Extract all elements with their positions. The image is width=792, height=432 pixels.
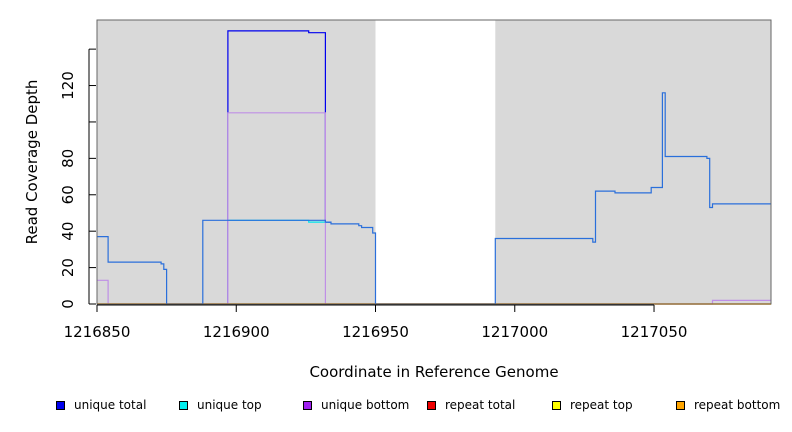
legend-label: unique bottom <box>321 398 410 412</box>
legend-label: repeat top <box>570 398 633 412</box>
x-tick-label: 1216850 <box>64 323 131 341</box>
legend-item-repeat-top: repeat top <box>552 398 633 412</box>
y-tick-label: 120 <box>59 71 77 100</box>
series-line-unique-bottom <box>97 112 771 305</box>
y-axis-label: Read Coverage Depth <box>23 80 41 245</box>
plot-frame <box>96 19 772 305</box>
x-tick-label: 1217000 <box>481 323 548 341</box>
legend: unique total unique top unique bottom repea… <box>0 398 792 420</box>
x-tick-label: 1216900 <box>203 323 270 341</box>
y-tick-label: 0 <box>59 299 77 309</box>
legend-swatch <box>552 400 561 410</box>
legend-swatch <box>427 400 436 410</box>
legend-item-unique-total: unique total <box>56 398 146 412</box>
legend-swatch <box>179 400 188 410</box>
x-axis-label: Coordinate in Reference Genome <box>309 363 558 381</box>
gap-region <box>375 20 496 304</box>
legend-swatch <box>303 400 312 410</box>
legend-item-repeat-bottom: repeat bottom <box>676 398 780 412</box>
y-tick-label: 40 <box>59 222 77 241</box>
legend-label: unique top <box>197 398 262 412</box>
legend-swatch <box>676 400 685 410</box>
legend-item-unique-top: unique top <box>179 398 262 412</box>
legend-item-unique-bottom: unique bottom <box>303 398 409 412</box>
y-tick-label: 80 <box>59 149 77 168</box>
series-line-combined <box>97 92 771 305</box>
legend-label: unique total <box>74 398 147 412</box>
legend-item-repeat-total: repeat total <box>427 398 515 412</box>
x-tick-label: 1216950 <box>342 323 409 341</box>
y-tick-label: 60 <box>59 185 77 204</box>
x-tick-label: 1217050 <box>621 323 688 341</box>
legend-label: repeat total <box>445 398 516 412</box>
legend-swatch <box>56 400 65 410</box>
y-tick-label: 20 <box>59 258 77 277</box>
legend-label: repeat bottom <box>694 398 781 412</box>
